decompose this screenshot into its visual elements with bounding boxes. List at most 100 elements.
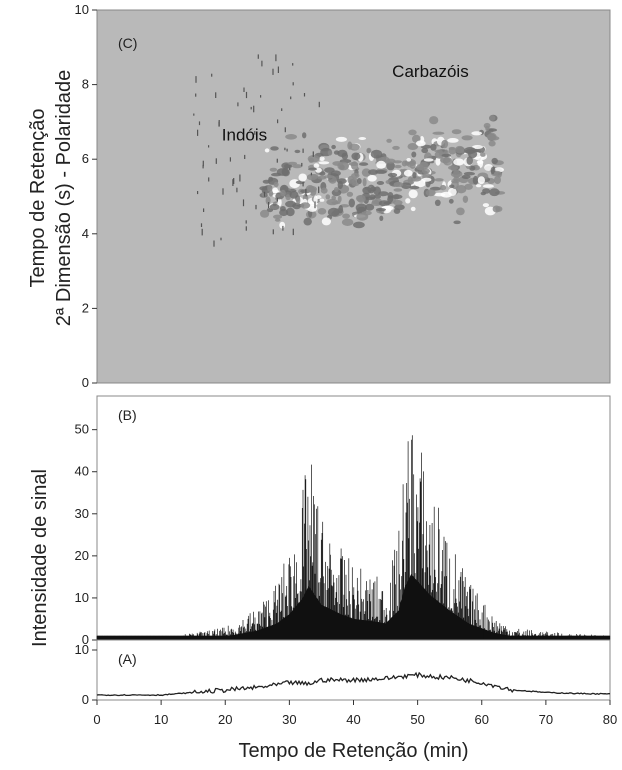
heatmap-peak <box>456 185 467 194</box>
heatmap-peak <box>422 177 432 182</box>
heatmap-peak <box>451 129 462 135</box>
heatmap-peak <box>342 213 350 219</box>
heatmap-minor-peak <box>282 225 284 231</box>
heatmap-minor-peak <box>302 182 304 187</box>
heatmap-peak <box>331 189 342 197</box>
heatmap-minor-peak <box>215 158 217 164</box>
heatmap-peak <box>356 212 369 221</box>
heatmap-minor-peak <box>195 93 197 97</box>
heatmap-peak <box>341 152 348 160</box>
heatmap-peak <box>362 177 367 187</box>
heatmap-peak <box>323 175 335 179</box>
heatmap-peak <box>453 158 465 166</box>
heatmap-peak <box>482 203 489 208</box>
heatmap-minor-peak <box>305 188 307 195</box>
heatmap-peak <box>489 188 500 197</box>
heatmap-peak <box>415 140 426 147</box>
heatmap-peak <box>262 179 271 184</box>
heatmap-peak <box>423 158 434 162</box>
heatmap-peak <box>472 175 479 185</box>
heatmap-peak <box>403 169 413 177</box>
heatmap-peak <box>264 148 270 153</box>
heatmap-peak <box>308 157 314 163</box>
heatmap-peak <box>421 168 430 174</box>
heatmap-peak <box>285 134 297 140</box>
heatmap-peak <box>448 147 457 155</box>
heatmap-minor-peak <box>286 148 288 152</box>
heatmap-minor-peak <box>301 162 303 167</box>
heatmap-peak <box>379 215 384 221</box>
heatmap-peak <box>325 194 331 200</box>
heatmap-peak <box>416 164 424 171</box>
heatmap-minor-peak <box>245 91 248 99</box>
heatmap-peak <box>448 198 454 204</box>
heatmap-peak <box>280 189 286 197</box>
heatmap-minor-peak <box>243 87 245 92</box>
heatmap-minor-peak <box>222 188 224 195</box>
heatmap-peak <box>392 145 400 150</box>
heatmap-peak <box>279 208 289 217</box>
heatmap-minor-peak <box>292 82 294 86</box>
y-tick-label: 0 <box>82 375 89 390</box>
y-tick-label: 20 <box>75 548 89 563</box>
heatmap-peak <box>475 184 482 188</box>
heatmap-minor-peak <box>195 76 197 83</box>
panel-c: (C) Indóis Carbazóis 0 2 4 6 8 10 Tempo de Re… <box>27 2 611 390</box>
y-tick-label: 6 <box>82 151 89 166</box>
heatmap-minor-peak <box>215 92 217 98</box>
heatmap-peak <box>464 183 473 190</box>
heatmap-peak <box>348 162 359 166</box>
heatmap-peak <box>480 152 486 157</box>
heatmap-peak <box>321 217 331 226</box>
heatmap-peak <box>482 184 494 188</box>
x-tick-label: 30 <box>282 712 296 727</box>
heatmap-peak <box>441 139 449 149</box>
heatmap-peak <box>327 207 340 217</box>
heatmap-peak <box>348 198 355 208</box>
heatmap-peak <box>408 129 417 136</box>
heatmap-minor-peak <box>289 167 291 171</box>
heatmap-peak <box>292 202 302 210</box>
panel-label-b: (B) <box>118 407 137 423</box>
heatmap-minor-peak <box>305 194 307 197</box>
heatmap-minor-peak <box>268 202 270 208</box>
heatmap-peak <box>359 162 369 166</box>
heatmap-peak <box>393 199 403 206</box>
heatmap-peak <box>267 184 273 192</box>
panel-b: (B) 0 10 20 30 40 50 <box>75 395 611 647</box>
heatmap-peak <box>319 198 325 202</box>
y-tick-label: 10 <box>75 642 89 657</box>
heatmap-minor-peak <box>281 108 283 111</box>
y-axis-title-b: Intensidade de sinal <box>29 469 51 647</box>
panel-label-c: (C) <box>118 35 137 51</box>
heatmap-peak <box>281 169 290 177</box>
heatmap-peak <box>425 189 436 197</box>
heatmap-peak <box>410 206 416 212</box>
heatmap-peak <box>289 191 299 199</box>
heatmap-peak <box>434 178 444 182</box>
heatmap-peak <box>432 131 445 135</box>
heatmap-peak <box>376 160 386 169</box>
heatmap-peak <box>408 189 418 199</box>
heatmap-peak <box>357 194 366 203</box>
heatmap-peak <box>461 174 471 179</box>
heatmap-peak <box>346 191 354 197</box>
heatmap-minor-peak <box>233 178 235 184</box>
heatmap-minor-peak <box>284 127 286 133</box>
x-tick-label: 60 <box>475 712 489 727</box>
heatmap-peak <box>375 169 387 174</box>
heatmap-minor-peak <box>211 73 213 77</box>
heatmap-peak <box>326 198 339 206</box>
heatmap-peak <box>273 214 283 219</box>
annotation-carbazois: Carbazóis <box>392 62 469 81</box>
x-axis-title: Tempo de Retenção (min) <box>238 740 468 762</box>
heatmap-peak <box>347 175 355 184</box>
heatmap-peak <box>378 200 391 207</box>
heatmap-peak <box>393 188 403 192</box>
heatmap-peak <box>407 143 419 150</box>
heatmap-peak <box>393 208 401 214</box>
heatmap-peak <box>385 158 396 164</box>
x-axis-ticks: 0 10 20 30 40 50 60 70 80 <box>93 700 617 727</box>
y-tick-label: 2 <box>82 300 89 315</box>
heatmap-peak <box>287 161 298 166</box>
